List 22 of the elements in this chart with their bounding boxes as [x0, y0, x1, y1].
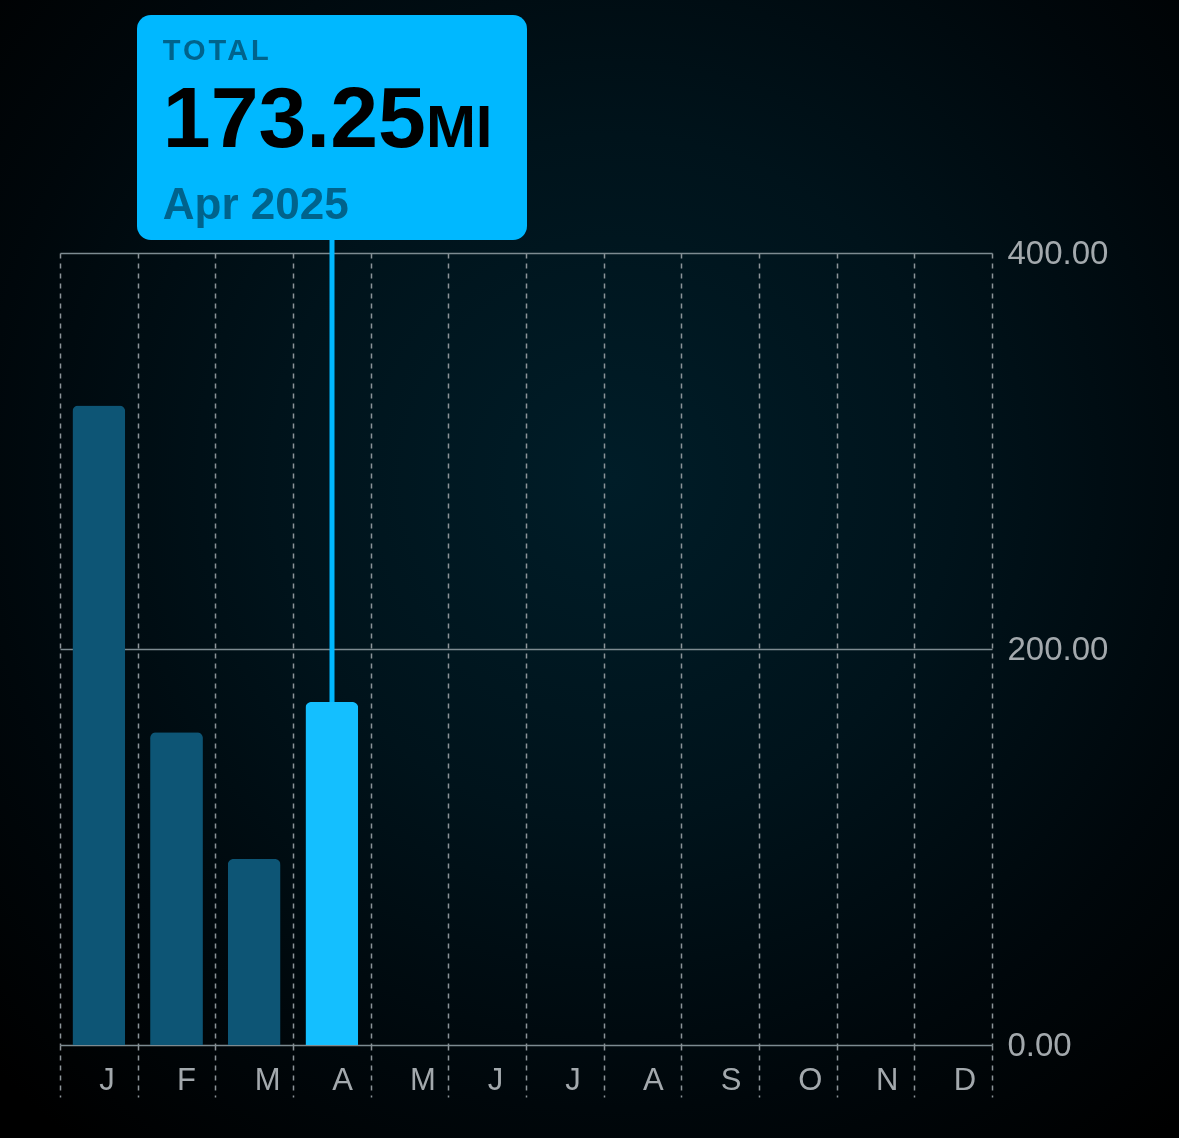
x-tick-label: M — [410, 1061, 436, 1097]
x-tick-label: J — [487, 1061, 504, 1097]
y-tick-label: 0.00 — [1007, 1025, 1072, 1063]
x-tick-label: N — [876, 1061, 899, 1097]
x-tick-label: A — [332, 1061, 354, 1097]
x-tick-label: J — [565, 1061, 581, 1097]
x-tick-label: M — [254, 1061, 281, 1097]
text: TOTAL — [162, 33, 272, 67]
bar — [305, 701, 359, 1045]
y-tick-label: 400.00 — [1007, 233, 1109, 271]
bar — [227, 858, 281, 1045]
x-tick-label: J — [99, 1061, 115, 1097]
x-tick-label: S — [720, 1061, 742, 1097]
annotation: 173.25MI — [162, 69, 493, 165]
x-tick-label: A — [643, 1061, 664, 1097]
bar — [150, 732, 203, 1045]
x-tick-label: F — [177, 1061, 196, 1097]
x-tick-label: O — [798, 1061, 823, 1097]
y-tick-label: 200.00 — [1007, 629, 1109, 667]
x-tick-label: D — [953, 1061, 977, 1097]
text: Apr 2025 — [162, 179, 349, 229]
bar — [72, 405, 126, 1045]
